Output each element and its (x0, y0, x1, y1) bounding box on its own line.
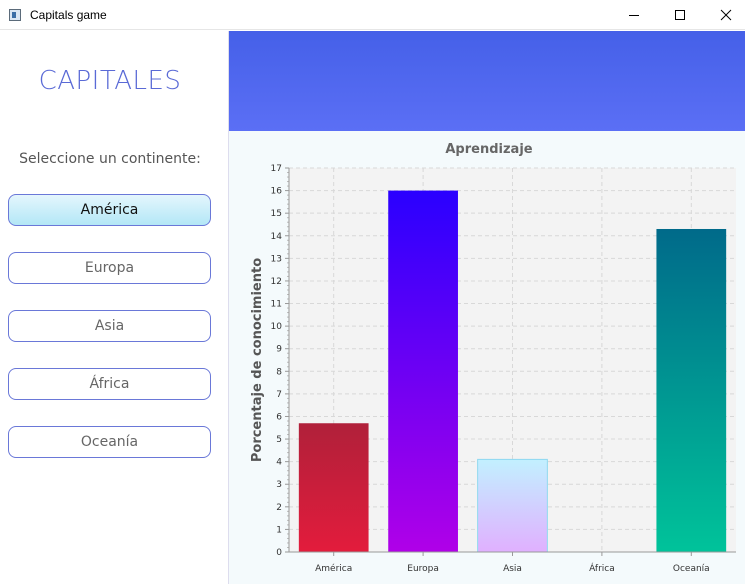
app-title: CAPITALES (38, 66, 182, 96)
maximize-icon (675, 10, 685, 20)
bar-américa (298, 423, 369, 552)
continent-button-africa[interactable]: África (8, 368, 211, 400)
y-tick-label: 17 (271, 164, 282, 174)
title-bar: Capitals game (0, 0, 745, 30)
x-tick-label: África (589, 562, 615, 574)
bar-europa (388, 190, 458, 552)
y-tick-label: 13 (271, 254, 282, 264)
maximize-button[interactable] (657, 0, 703, 30)
y-tick-label: 7 (276, 390, 282, 400)
bar-oceanía (656, 228, 727, 553)
app-icon (9, 9, 21, 21)
x-axis: América Europa Asia África Oceanía (289, 551, 736, 574)
y-tick-label: 5 (276, 435, 282, 445)
continent-button-europa[interactable]: Europa (8, 252, 211, 284)
y-axis-label: Porcentaje de conocimiento (250, 258, 265, 462)
y-tick-label: 8 (276, 367, 282, 377)
y-tick-label: 12 (271, 277, 282, 287)
y-tick-label: 2 (276, 503, 282, 513)
y-tick-label: 4 (276, 458, 282, 468)
continent-button-asia[interactable]: Asia (8, 310, 211, 342)
sidebar: CAPITALES Seleccione un continente: Amér… (0, 31, 228, 584)
y-tick-label: 10 (271, 322, 283, 332)
y-tick-label: 14 (271, 232, 283, 242)
y-tick-label: 3 (276, 480, 282, 490)
continent-prompt: Seleccione un continente: (19, 151, 201, 167)
x-tick-label: Oceanía (673, 564, 710, 574)
y-tick-label: 1 (276, 525, 282, 535)
window-title: Capitals game (30, 8, 107, 22)
minimize-button[interactable] (611, 0, 657, 30)
y-tick-label: 0 (276, 548, 282, 558)
chart-title: Aprendizaje (445, 142, 532, 157)
y-tick-label: 6 (276, 412, 282, 422)
bar-asia (477, 458, 548, 553)
continent-button-america[interactable]: América (8, 194, 211, 226)
y-tick-label: 11 (271, 300, 282, 310)
continent-button-oceania[interactable]: Oceanía (8, 426, 211, 458)
minimize-icon (629, 14, 639, 16)
header-banner (229, 31, 745, 131)
bars (298, 190, 727, 553)
x-tick-label: América (315, 563, 352, 574)
y-tick-label: 9 (276, 345, 282, 355)
close-button[interactable] (703, 0, 745, 30)
x-tick-label: Asia (503, 564, 522, 574)
y-tick-label: 15 (271, 209, 282, 219)
x-tick-label: Europa (407, 564, 439, 574)
y-tick-label: 16 (271, 187, 283, 197)
close-icon (720, 9, 732, 21)
main-panel: Aprendizaje 0 1 2 3 4 5 6 7 8 9 10 11 12 13 14 15 16 17 A… (228, 31, 745, 584)
